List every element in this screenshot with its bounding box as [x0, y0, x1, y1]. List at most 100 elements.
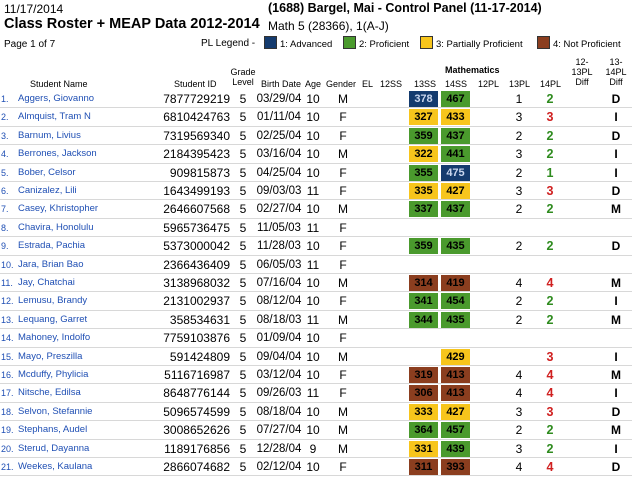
student-name-link[interactable]: Jay, Chatchai	[18, 277, 75, 288]
legend-swatch-not-proficient	[537, 36, 550, 49]
birth-date: 11/05/03	[257, 221, 301, 234]
row-number: 16.	[1, 370, 14, 380]
student-name-link[interactable]: Berrones, Jackson	[18, 148, 97, 160]
grade-level: 5	[239, 239, 247, 254]
grade-level: 5	[239, 331, 247, 346]
student-name-link[interactable]: Lemusu, Brandy	[18, 295, 88, 307]
pl-14: 4	[546, 386, 554, 401]
pl-diff-13-14: M	[611, 368, 621, 382]
student-id: 358534631	[169, 312, 230, 327]
pl-diff-13-14: D	[611, 239, 621, 254]
student-name-link[interactable]: Mcduffy, Phylicia	[18, 369, 89, 380]
legend-label: PL Legend -	[201, 38, 256, 49]
report-title: Class Roster + MEAP Data 2012-2014	[4, 16, 260, 32]
student-name-link[interactable]: Mahoney, Indolfo	[18, 332, 91, 344]
age: 10	[306, 423, 320, 438]
student-name-link[interactable]: Sterud, Dayanna	[18, 442, 90, 454]
pl-14: 2	[546, 147, 554, 162]
pl-13: 2	[515, 423, 523, 438]
student-name-link[interactable]: Stephans, Audel	[18, 424, 88, 436]
pl-diff-13-14: I	[614, 110, 618, 125]
table-row: 11. Jay, Chatchai 3138968032 5 07/16/04 10 M 31…	[0, 274, 632, 293]
student-id: 2646607568	[163, 202, 230, 217]
table-row: 21. Weekes, Kaulana 2866074682 5 02/12/04 10 F…	[0, 458, 632, 477]
pl-14: 1	[546, 165, 554, 180]
pl-diff-13-14: D	[611, 404, 621, 419]
row-number: 4.	[1, 149, 9, 160]
row-number: 15.	[1, 351, 14, 362]
student-name-link[interactable]: Casey, Khristopher	[18, 203, 99, 215]
score-14ss: 429	[441, 348, 470, 365]
pl-14: 2	[546, 294, 554, 309]
pl-13: 2	[515, 312, 523, 327]
col-el: EL	[362, 79, 374, 89]
score-13ss: 378	[409, 91, 438, 107]
row-number: 1.	[1, 94, 9, 104]
gender: M	[338, 312, 348, 327]
student-name-link[interactable]: Chavira, Honolulu	[18, 221, 94, 233]
student-name-link[interactable]: Weekes, Kaulana	[18, 461, 93, 472]
student-id: 7759103876	[163, 331, 230, 346]
table-row: 18. Selvon, Stefannie 5096574599 5 08/18/04 1…	[0, 403, 632, 422]
student-name-link[interactable]: Bober, Celsor	[18, 166, 76, 178]
legend-text-not-proficient: 4: Not Proficient	[553, 39, 621, 50]
score-13ss: 359	[409, 238, 438, 255]
pl-13: 2	[515, 128, 523, 143]
student-name-link[interactable]: Barnum, Livius	[18, 129, 81, 141]
score-13ss: 319	[409, 367, 438, 383]
student-name-link[interactable]: Estrada, Pachia	[18, 240, 86, 252]
student-id: 1643499193	[163, 184, 230, 198]
student-name-link[interactable]: Canizalez, Lili	[18, 185, 77, 196]
grade-level: 5	[239, 202, 247, 217]
pl-diff-13-14: M	[611, 423, 621, 438]
pl-diff-13-14: I	[614, 349, 618, 364]
birth-date: 02/12/04	[256, 461, 302, 473]
student-name-link[interactable]: Selvon, Stefannie	[18, 405, 93, 417]
col-birth-date: Birth Date	[261, 79, 302, 89]
col-13ss: 13SS	[414, 79, 437, 89]
col-12pl: 12PL	[478, 79, 500, 89]
table-row: 15. Mayo, Preszilla 591424809 5 09/04/04 10 M 4…	[0, 348, 632, 366]
table-row: 9. Estrada, Pachia 5373000042 5 11/28/03 10 F 3…	[0, 237, 632, 256]
grade-level: 5	[239, 257, 247, 272]
pl-13: 2	[515, 294, 523, 309]
pl-diff-13-14: I	[614, 294, 618, 309]
pl-diff-13-14	[608, 329, 624, 347]
student-name-link[interactable]: Nitsche, Edilsa	[18, 387, 81, 399]
table-row: 1. Aggers, Giovanno 7877729219 5 03/29/04 10 M…	[0, 90, 632, 109]
student-name-link[interactable]: Jara, Brian Bao	[18, 258, 84, 270]
birth-date: 02/27/04	[256, 203, 302, 216]
student-id: 2866074682	[163, 460, 230, 474]
birth-date: 01/09/04	[256, 332, 302, 345]
student-name-link[interactable]: Almquist, Tram N	[18, 111, 91, 123]
student-name-link[interactable]: Lequang, Garret	[18, 313, 88, 325]
age: 11	[306, 184, 320, 198]
score-14ss: 413	[441, 367, 470, 383]
pl-13: 4	[515, 460, 523, 474]
gender: F	[339, 460, 347, 474]
score-14ss: 437	[441, 127, 470, 144]
table-row: 4. Berrones, Jackson 2184395423 5 03/16/04 10…	[0, 145, 632, 164]
pl-13	[512, 329, 526, 347]
student-name-link[interactable]: Mayo, Preszilla	[18, 350, 83, 362]
score-13ss: 306	[409, 385, 438, 402]
pl-13: 4	[515, 368, 523, 382]
score-13ss: 335	[409, 183, 438, 199]
grade-level: 5	[239, 386, 247, 401]
row-number: 13.	[1, 314, 14, 325]
legend-swatch-proficient	[343, 36, 356, 49]
col-14pl: 14PL	[540, 79, 562, 89]
table-row: 8. Chavira, Honolulu 5965736475 5 11/05/03 11…	[0, 219, 632, 238]
age: 9	[309, 441, 317, 456]
gender: F	[339, 165, 347, 180]
score-13ss: 327	[409, 109, 438, 126]
student-name-link[interactable]: Aggers, Giovanno	[18, 93, 95, 104]
row-number: 20.	[1, 443, 14, 454]
pl-13: 3	[515, 441, 523, 456]
pl-13: 2	[515, 239, 523, 254]
gender: F	[339, 386, 347, 401]
grade-level: 5	[239, 128, 247, 143]
pl-13	[512, 219, 526, 237]
col-grade-level: Grade Level	[230, 67, 256, 87]
age: 11	[306, 386, 320, 401]
